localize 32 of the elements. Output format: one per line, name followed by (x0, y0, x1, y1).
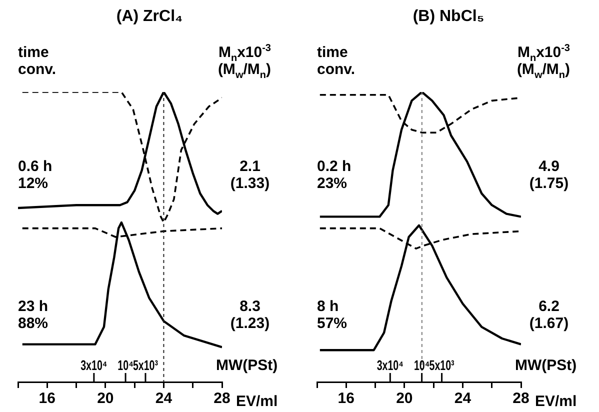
x-tick-label: 28 (512, 390, 530, 408)
annotation: 0.6 h 12% (18, 158, 52, 192)
x-tick-label: 16 (38, 390, 56, 408)
x2-tick-label: 10⁴ (414, 357, 430, 374)
text: 4.9 (1.75) (528, 158, 570, 192)
x-axis-title: EV/ml (236, 393, 278, 410)
x-tick-label: 20 (97, 390, 114, 408)
x2-axis-title: MW(PSt) (216, 357, 278, 374)
x-tick-label: 28 (214, 390, 230, 408)
text: 6.2 (1.67) (528, 298, 570, 332)
x-tick-label: 20 (396, 390, 413, 408)
text: 2.1 (1.33) (229, 158, 271, 192)
x-tick-label: 16 (338, 390, 354, 408)
x-tick-label: 24 (155, 390, 173, 408)
text: M$_{n}$x10$^{-3}$ (M$_{w}$/M$_{n}$) (516, 43, 570, 81)
x2-tick-label: 3x10⁴ (376, 357, 404, 374)
text: 8.3 (1.23) (229, 298, 271, 332)
annotation: 23 h 88% (18, 298, 48, 332)
annotation: 8 h 57% (317, 298, 348, 332)
text: time conv. (18, 44, 56, 78)
chart-title: (B) NbCl₅ (412, 8, 486, 26)
x2-tick-label: 5x10³ (132, 357, 158, 374)
x2-tick-label: 10⁴ (118, 357, 134, 374)
x2-tick-label: 3x10⁴ (80, 357, 108, 374)
x-axis-title: EV/ml (535, 393, 577, 410)
text: time conv. (317, 44, 356, 78)
chart-title: (A) ZrCl₄ (115, 8, 184, 26)
x2-tick-label: 5x10³ (429, 357, 454, 374)
x-tick-label: 24 (454, 390, 472, 408)
annotation: 0.2 h 23% (317, 158, 352, 192)
text: M$_{n}$x10$^{-3}$ (M$_{w}$/M$_{n}$) (218, 43, 271, 81)
x2-axis-title: MW(PSt) (515, 357, 577, 374)
